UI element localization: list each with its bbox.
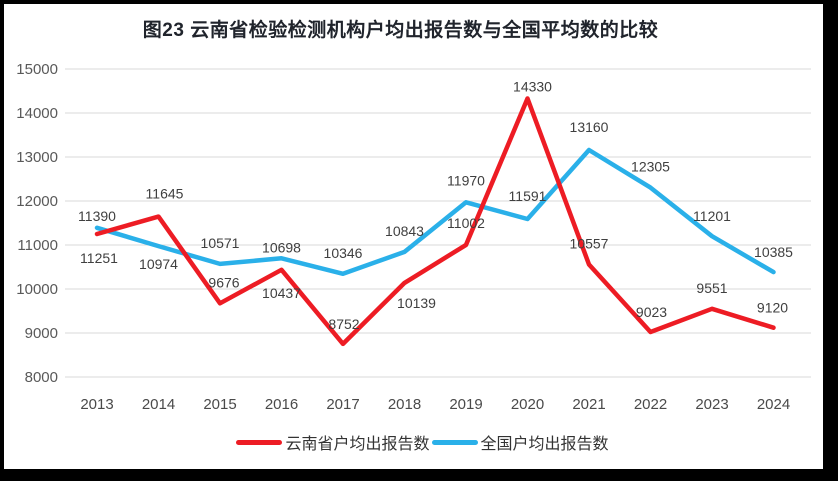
data-label: 10698 (262, 239, 301, 255)
y-axis-label: 9000 (25, 325, 58, 342)
legend: 云南省户均出报告数 全国户均出报告数 (4, 429, 823, 455)
data-label: 8752 (328, 316, 359, 332)
x-axis-label: 2024 (757, 396, 790, 413)
y-axis-label: 14000 (16, 105, 58, 122)
data-label: 10346 (324, 245, 363, 261)
data-label: 10437 (262, 285, 301, 301)
x-axis-label: 2022 (634, 396, 667, 413)
data-label: 10974 (139, 256, 178, 272)
chart-title: 图23 云南省检验检测机构户均出报告数与全国平均数的比较 (142, 20, 659, 41)
x-axis-label: 2020 (511, 396, 544, 413)
x-axis-label: 2015 (203, 396, 236, 413)
data-label: 9023 (636, 304, 667, 320)
data-label: 13160 (570, 119, 609, 135)
data-label: 11591 (509, 188, 547, 204)
legend-item-national: 全国户均出报告数 (431, 430, 609, 454)
y-axis-label: 12000 (16, 193, 58, 210)
y-axis-label: 11000 (17, 237, 58, 254)
legend-item-yunnan: 云南省户均出报告数 (236, 430, 430, 454)
x-axis-label: 2019 (449, 396, 482, 413)
x-axis-label: 2023 (695, 396, 728, 413)
chart-canvas: 图23 云南省检验检测机构户均出报告数与全国平均数的比较 8000 9000 100… (4, 4, 823, 469)
y-axis-label: 13000 (16, 149, 58, 166)
x-axis-label: 2013 (80, 396, 113, 413)
series-line-1 (94, 147, 776, 277)
data-label: 11002 (447, 215, 485, 231)
x-axis-label: 2014 (142, 396, 175, 413)
data-label: 10843 (385, 223, 424, 239)
series-line-0 (94, 96, 776, 347)
data-label: 11390 (78, 208, 116, 224)
data-label: 10557 (570, 236, 609, 252)
y-axis-label: 15000 (16, 61, 58, 78)
x-axis-label: 2017 (326, 396, 359, 413)
data-label: 9551 (696, 280, 727, 296)
x-axis-label: 2016 (265, 396, 298, 413)
national-line-swatch-icon (431, 439, 478, 445)
data-label: 9120 (757, 300, 788, 316)
data-label: 11251 (80, 250, 118, 266)
data-label: 10571 (201, 235, 240, 251)
x-axis-label: 2021 (572, 396, 605, 413)
data-label: 11645 (146, 186, 184, 202)
data-label: 9676 (208, 274, 239, 290)
yunnan-line-swatch-icon (236, 439, 283, 445)
y-axis-label: 8000 (25, 369, 58, 386)
data-label: 10385 (754, 244, 793, 260)
legend-label-national: 全国户均出报告数 (480, 436, 609, 453)
y-axis-label: 10000 (16, 281, 58, 298)
x-axis-label: 2018 (388, 396, 421, 413)
data-label: 11201 (693, 208, 731, 224)
data-label: 14330 (513, 79, 552, 95)
data-label: 10139 (397, 295, 436, 311)
data-label: 12305 (631, 159, 670, 175)
line-chart: 8000 9000 10000 11000 12000 13000 14000 15000 20… (16, 61, 811, 413)
data-label: 11970 (447, 172, 485, 188)
legend-label-yunnan: 云南省户均出报告数 (285, 436, 430, 453)
